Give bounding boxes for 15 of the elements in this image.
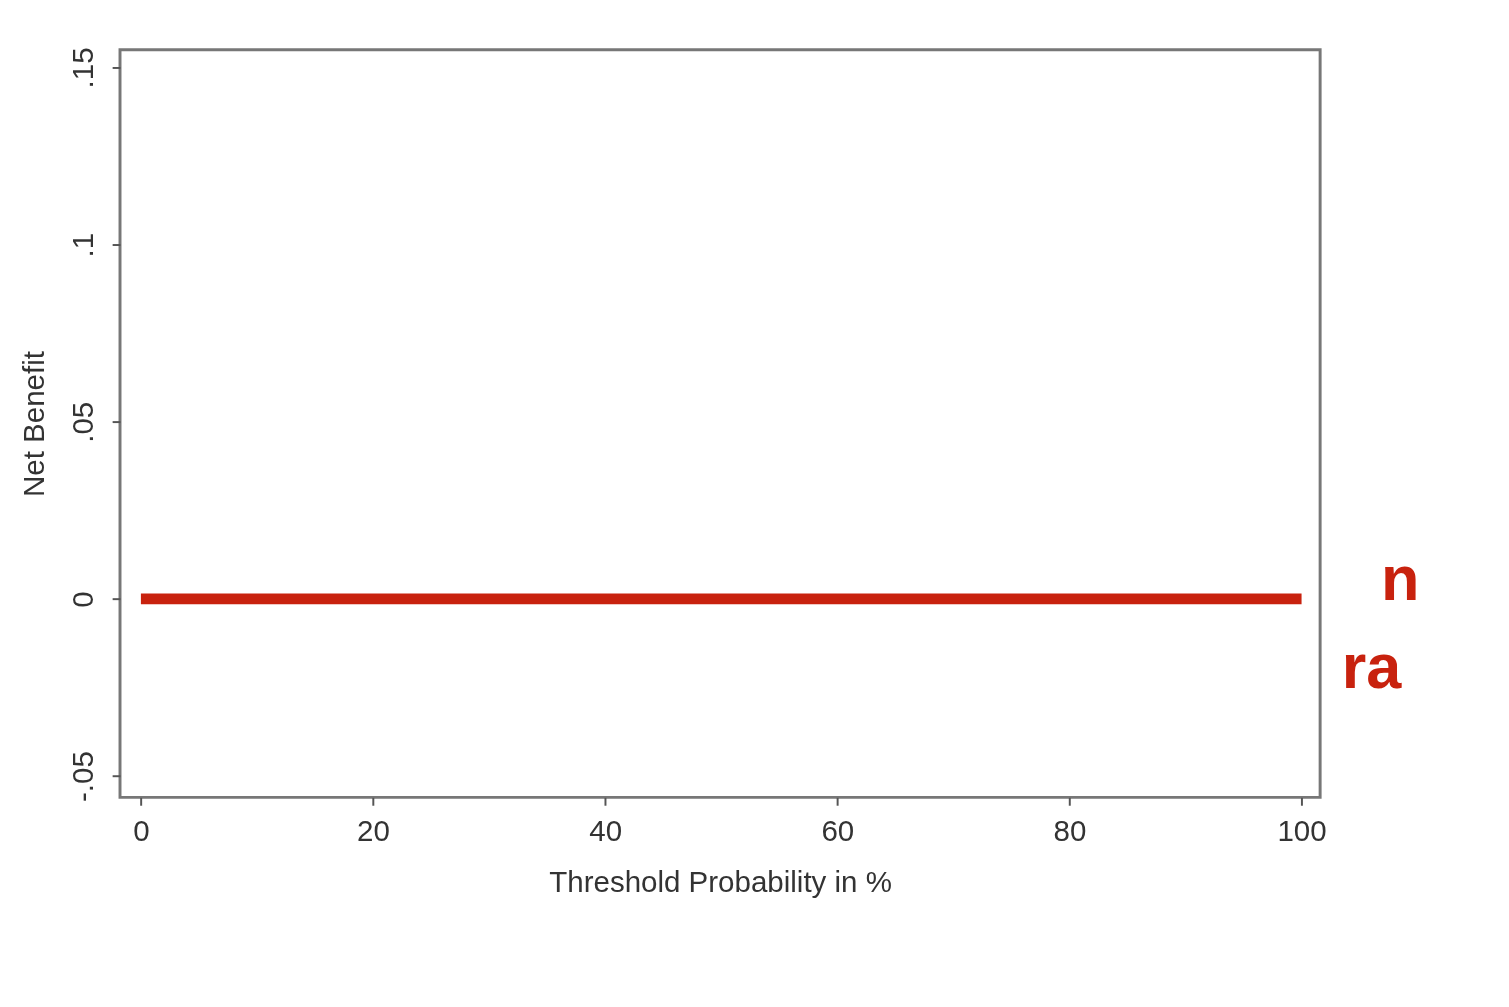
x-axis-title: Threshold Probability in % <box>549 865 892 899</box>
x-tick-label: 40 <box>589 814 623 848</box>
y-tick-label: .1 <box>65 232 99 258</box>
x-tick-label: 100 <box>1277 814 1327 848</box>
y-axis-title: Net Benefit <box>16 351 50 498</box>
x-tick-label: 0 <box>133 814 150 848</box>
text: ra <box>1341 631 1403 702</box>
y-tick-label: -.05 <box>65 751 99 803</box>
x-tick-label: 80 <box>1053 814 1087 848</box>
y-tick-label: .05 <box>65 401 99 443</box>
x-tick-label: 60 <box>821 814 855 848</box>
y-tick-label: 0 <box>65 591 99 608</box>
text: n <box>1381 542 1420 613</box>
x-tick-label: 20 <box>357 814 390 848</box>
y-tick-label: .15 <box>65 47 99 89</box>
